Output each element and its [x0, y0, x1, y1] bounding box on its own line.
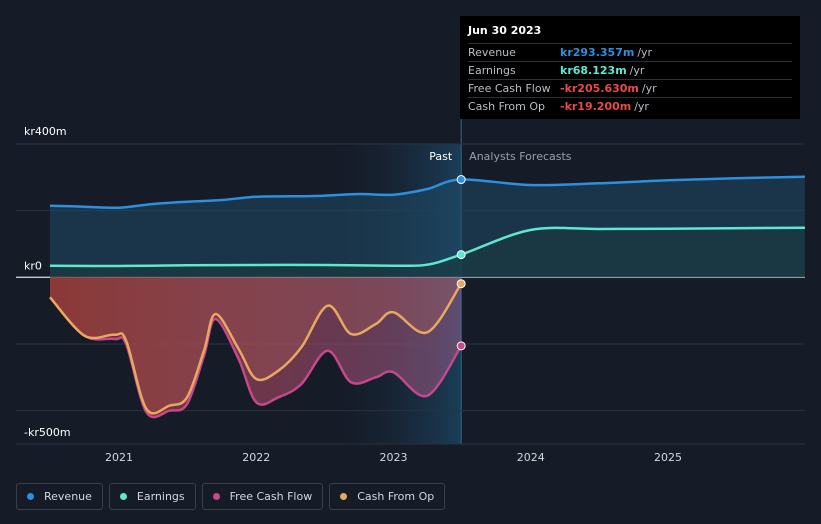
- cash-from-op-line: [49, 282, 463, 415]
- x-tick-label: 2024: [517, 451, 545, 464]
- legend-label: Earnings: [136, 490, 185, 503]
- tooltip-value: -kr205.630m: [560, 82, 639, 95]
- earnings-line: [49, 226, 805, 268]
- tooltip-row-earnings: Earnings kr68.123m /yr: [468, 61, 792, 79]
- tooltip-unit: /yr: [641, 82, 657, 95]
- legend-label: Revenue: [44, 490, 92, 503]
- x-tick-label: 2022: [242, 451, 270, 464]
- revenue-line: [49, 175, 805, 210]
- legend-label: Free Cash Flow: [229, 490, 313, 503]
- tooltip-unit: /yr: [637, 46, 653, 59]
- earnings-marker: [456, 250, 466, 260]
- tooltip-label: Cash From Op: [468, 100, 546, 113]
- tooltip-unit: /yr: [634, 100, 649, 113]
- legend-dot-icon: [27, 493, 34, 500]
- tooltip-row-cash-from-op: Cash From Op -kr19.200m /yr: [468, 97, 792, 115]
- earnings-area: [50, 227, 805, 278]
- tooltip-value: kr68.123m: [560, 64, 627, 77]
- legend-dot-icon: [340, 493, 348, 500]
- x-tick-label: 2023: [380, 451, 408, 464]
- legend-label: Cash From Op: [357, 490, 435, 503]
- y-axis-top-label: kr400m: [24, 125, 67, 138]
- tooltip-label: Revenue: [468, 46, 516, 59]
- chart: kr400m kr0 -kr500m 2021 2022 2023 2024 2025 Past…: [16, 16, 805, 464]
- tooltip-row-revenue: Revenue kr293.357m /yr: [468, 43, 792, 61]
- tooltip-value: kr293.357m: [560, 46, 635, 59]
- forecast-label: Analysts Forecasts: [469, 150, 572, 163]
- legend-item-cash-from-op[interactable]: Cash From Op: [329, 483, 446, 510]
- tooltip-label: Free Cash Flow: [468, 82, 551, 95]
- legend-item-free-cash-flow[interactable]: Free Cash Flow: [201, 483, 324, 510]
- x-tick-label: 2021: [105, 451, 133, 464]
- y-axis-bottom-label: -kr500m: [24, 426, 71, 439]
- tooltip-unit: /yr: [629, 64, 645, 77]
- legend: Revenue Earnings Free Cash Flow Cash Fro…: [16, 483, 446, 510]
- y-axis-zero-label: kr0: [24, 259, 42, 272]
- free-cash-flow-area: [50, 277, 462, 418]
- tooltip: Jun 30 2023 Revenue kr293.357m /yr Earni…: [460, 16, 800, 119]
- revenue-marker: [456, 175, 466, 185]
- free-cash-flow-marker: [456, 341, 466, 351]
- tooltip-date: Jun 30 2023: [468, 24, 542, 37]
- cash-from-op-marker: [456, 279, 466, 289]
- legend-dot-icon: [119, 493, 127, 500]
- legend-item-revenue[interactable]: Revenue: [16, 483, 103, 510]
- legend-item-earnings[interactable]: Earnings: [108, 483, 196, 510]
- legend-dot-icon: [212, 493, 220, 500]
- x-tick-label: 2025: [654, 451, 682, 464]
- cash-from-op-area: [50, 277, 462, 414]
- tooltip-value: -kr19.200m: [560, 100, 632, 113]
- tooltip-row-free-cash-flow: Free Cash Flow -kr205.630m /yr: [468, 79, 792, 97]
- tooltip-label: Earnings: [468, 64, 516, 77]
- past-label: Past: [429, 150, 453, 163]
